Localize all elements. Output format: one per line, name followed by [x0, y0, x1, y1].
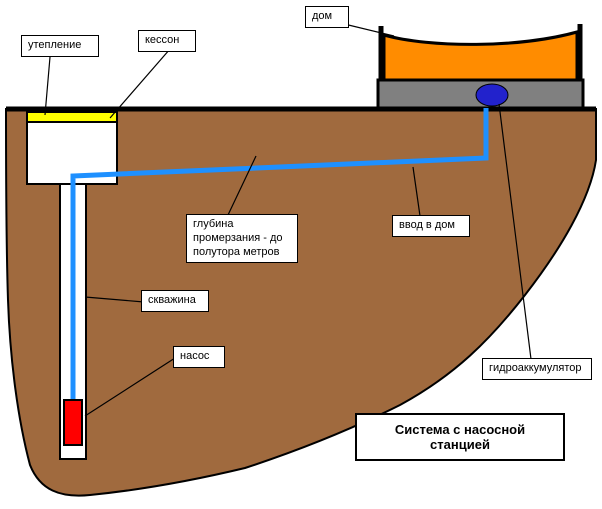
label-entry: ввод в дом [392, 215, 470, 237]
house-body [384, 32, 577, 80]
label-pump: насос [173, 346, 225, 368]
pump-body [64, 400, 82, 445]
label-depth: глубина промерзания - до полутора метров [186, 214, 298, 263]
caisson-top [27, 112, 117, 122]
diagram-canvas: утепление кессон дом глубина промерзания… [0, 0, 602, 509]
diagram-title: Система с насосной станцией [355, 413, 565, 461]
leader-insulation [45, 57, 50, 115]
label-well: скважина [141, 290, 209, 312]
label-caisson: кессон [138, 30, 196, 52]
accumulator-icon [476, 84, 508, 106]
label-accumulator: гидроаккумулятор [482, 358, 592, 380]
label-insulation: утепление [21, 35, 99, 57]
label-house: дом [305, 6, 349, 28]
